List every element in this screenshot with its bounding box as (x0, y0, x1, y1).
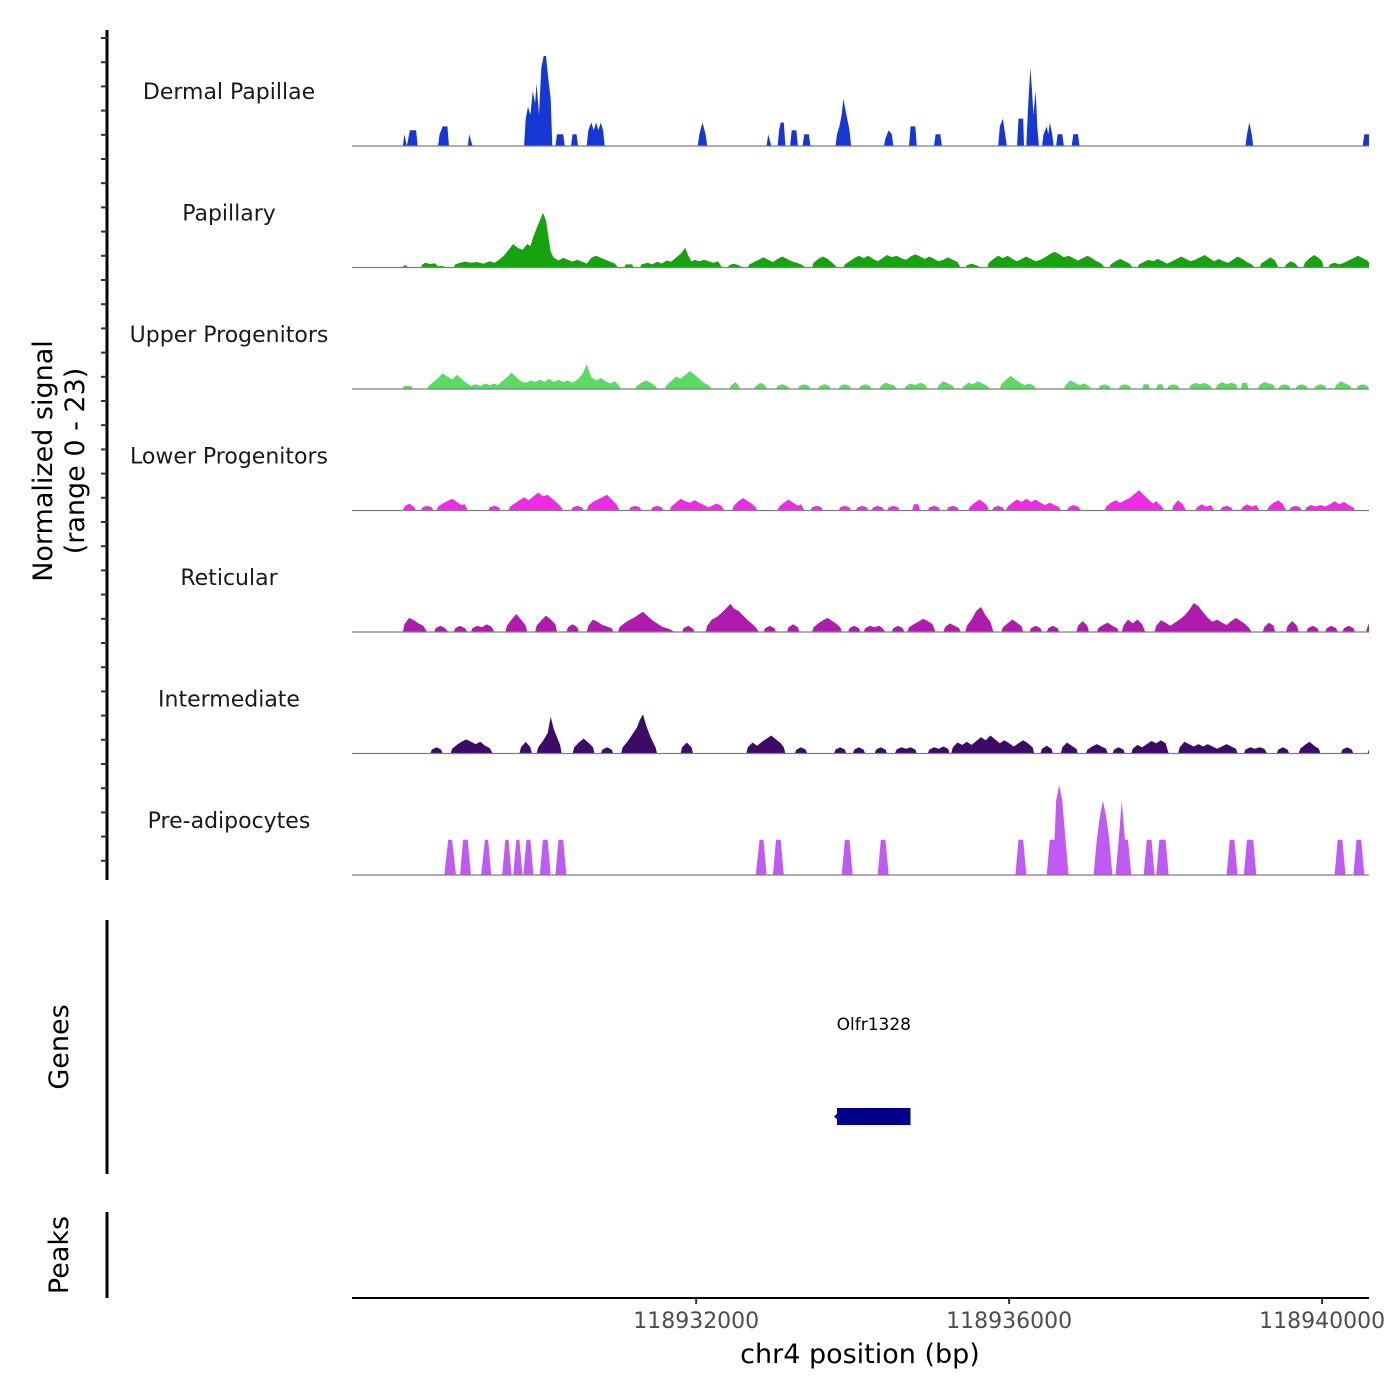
peaks-panel-title: Peaks (44, 1216, 75, 1294)
x-tick-label: 118936000 (946, 1309, 1072, 1334)
track-label: Intermediate (158, 688, 300, 713)
genes-panel-title: Genes (44, 1004, 75, 1089)
gene-olfr1328: Olfr1328 (834, 1015, 911, 1125)
track-lower-progenitors: Lower Progenitors (130, 445, 1369, 512)
strand-arrow (834, 1111, 840, 1122)
track-label: Papillary (182, 202, 276, 227)
y-axis-title: Normalized signal (range 0 - 23) (28, 340, 91, 582)
coverage-area (402, 364, 1369, 389)
track-intermediate: Intermediate (158, 688, 1369, 755)
coverage-area (402, 490, 1369, 511)
coverage-area (402, 212, 1369, 268)
track-label: Reticular (180, 566, 278, 591)
track-papillary: Papillary (182, 202, 1369, 269)
coverage-area (402, 603, 1369, 632)
x-tick-label: 118940000 (1259, 1309, 1385, 1334)
track-label: Dermal Papillae (143, 80, 315, 105)
coverage-area (402, 56, 1369, 146)
coverage-area (430, 714, 1369, 754)
track-label: Upper Progenitors (130, 323, 329, 348)
genes-track: Olfr1328 (834, 1015, 911, 1125)
track-label: Lower Progenitors (130, 445, 328, 470)
x-axis-title: chr4 position (bp) (740, 1339, 980, 1370)
x-tick-label: 118932000 (633, 1309, 759, 1334)
coverage-area (444, 785, 1365, 875)
x-axis-ticks: 118932000 118936000 118940000 (633, 1298, 1385, 1334)
track-pre-adipocytes: Pre-adipocytes (148, 785, 1369, 876)
coverage-tracks: Dermal Papillae Papillary Upper Progenitor… (130, 56, 1369, 876)
y-axis-title-line1: Normalized signal (28, 340, 59, 582)
coverage-y-ticks (101, 37, 107, 862)
y-axis-title-line2: (range 0 - 23) (60, 368, 91, 555)
track-dermal-papillae: Dermal Papillae (143, 56, 1369, 147)
track-reticular: Reticular (180, 566, 1369, 633)
track-upper-progenitors: Upper Progenitors (130, 323, 1369, 390)
gene-body (837, 1108, 911, 1125)
gene-label: Olfr1328 (837, 1015, 911, 1035)
track-label: Pre-adipocytes (148, 809, 311, 834)
